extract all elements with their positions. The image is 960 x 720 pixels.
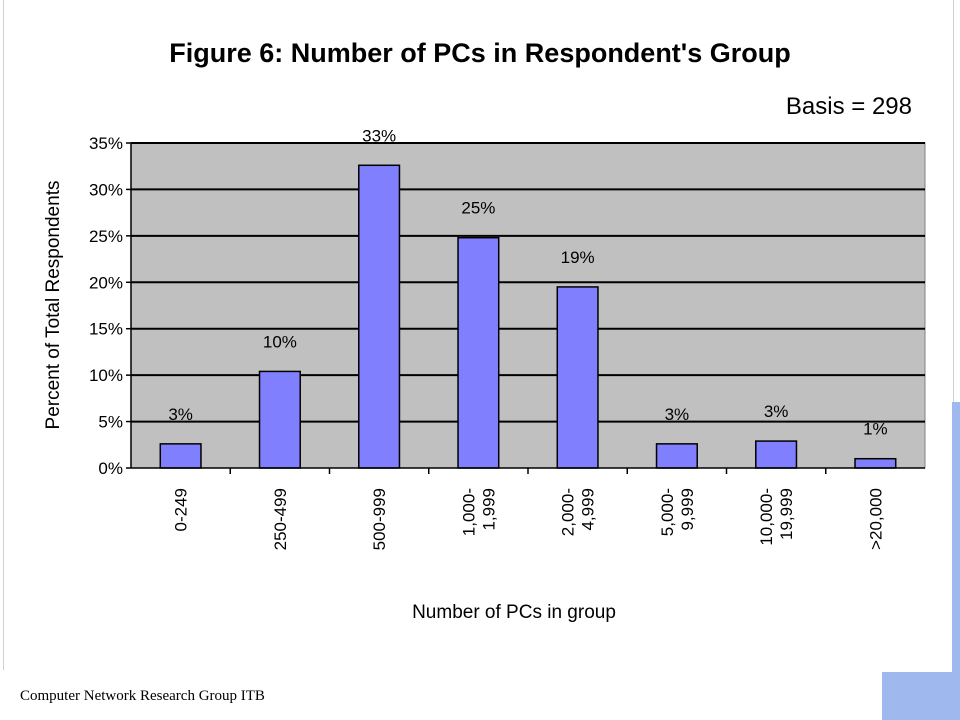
bar: [358, 164, 401, 469]
data-labels: 3% 10% 33% 25% 19% 3% 3% 1%: [168, 126, 887, 438]
y-tick-labels: 0% 5% 10% 15% 20% 25% 30% 35%: [89, 134, 131, 478]
y-tick-label: 35%: [89, 134, 123, 153]
chart-title: Figure 6: Number of PCs in Respondent's …: [169, 38, 790, 68]
x-tick-label: 1,000-1,999: [459, 488, 498, 536]
bars: [159, 164, 897, 469]
y-tick-label: 0%: [98, 459, 123, 478]
x-tick-label: 250-499: [271, 488, 290, 550]
x-tick-label: 10,000-19,999: [757, 488, 796, 546]
bar: [556, 286, 599, 469]
bar-chart: Figure 6: Number of PCs in Respondent's …: [43, 38, 926, 623]
bar: [159, 443, 202, 469]
bar: [854, 457, 897, 469]
data-label: 3%: [764, 402, 789, 421]
data-label: 1%: [863, 420, 888, 439]
x-tick-labels: 0-249 250-499 500-999 1,000-1,999 2,000-4,99…: [172, 468, 885, 550]
x-axis-label: Number of PCs in group: [412, 602, 616, 623]
data-label: 33%: [362, 126, 396, 145]
figure-panel: Figure 6: Number of PCs in Respondent's …: [3, 0, 954, 670]
plot-area: [130, 142, 926, 469]
y-axis-label: Percent of Total Respondents: [43, 181, 64, 430]
data-label: 3%: [168, 405, 193, 424]
y-tick-label: 10%: [89, 366, 123, 385]
x-tick-label: 5,000-9,999: [658, 488, 697, 536]
data-label: 3%: [665, 405, 690, 424]
bar: [655, 443, 698, 469]
x-tick-label: 0-249: [172, 488, 191, 531]
decorative-block: [882, 672, 960, 720]
decorative-strip: [952, 402, 960, 720]
x-tick-label: 500-999: [370, 488, 389, 550]
y-tick-label: 5%: [98, 413, 123, 432]
basis-annotation: Basis = 298: [786, 93, 912, 120]
bar: [457, 236, 500, 469]
x-tick-label: 2,000-4,999: [559, 488, 598, 536]
y-tick-label: 15%: [89, 320, 123, 339]
y-tick-label: 20%: [89, 273, 123, 292]
y-tick-label: 30%: [89, 180, 123, 199]
data-label: 19%: [561, 248, 595, 267]
data-label: 25%: [461, 199, 495, 218]
bar: [755, 440, 798, 469]
footer-text: Computer Network Research Group ITB: [20, 688, 265, 704]
bar: [258, 370, 301, 469]
y-tick-label: 25%: [89, 227, 123, 246]
x-tick-label: >20,000: [866, 488, 885, 550]
data-label: 10%: [263, 332, 297, 351]
